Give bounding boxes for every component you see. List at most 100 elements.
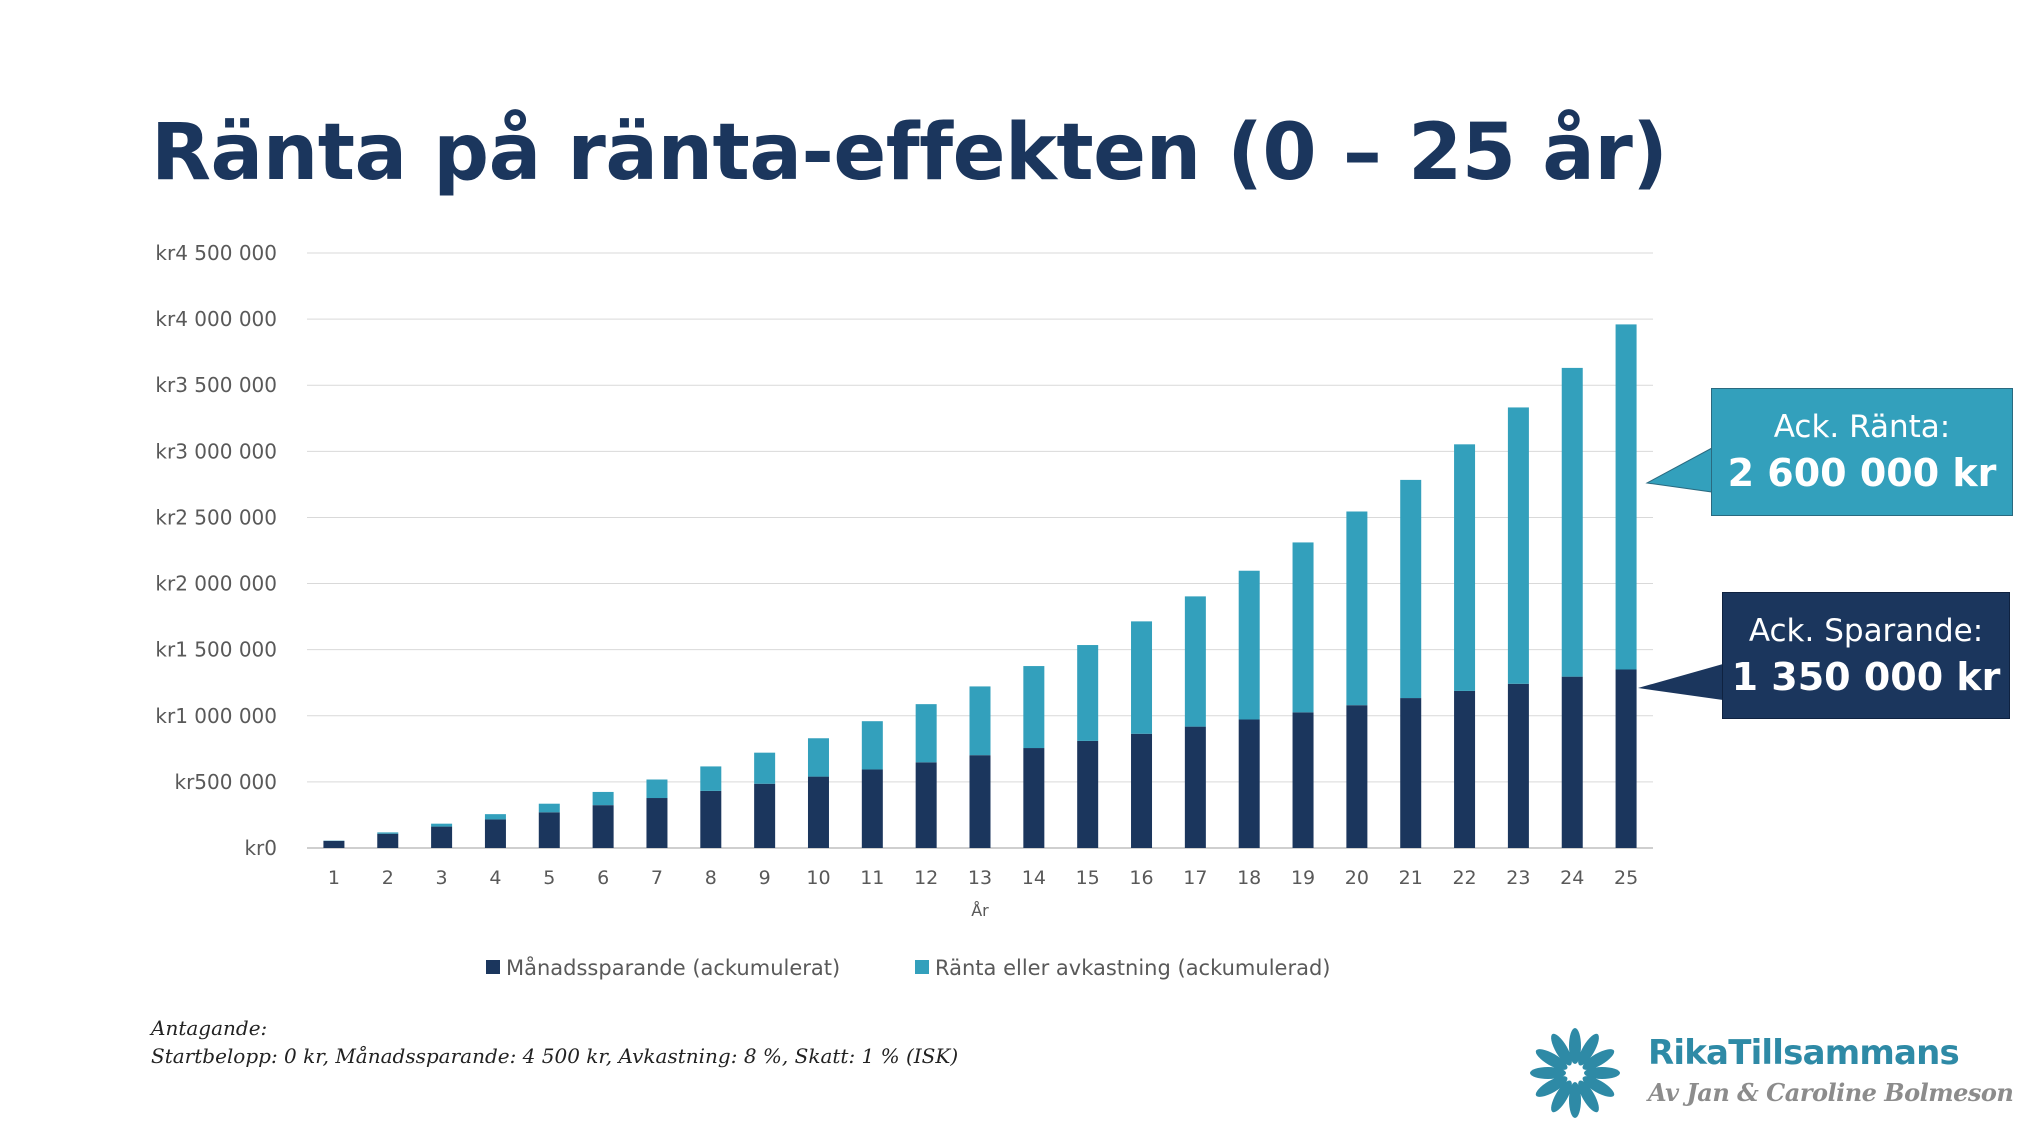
legend-label-interest: Ränta eller avkastning (ackumulerad): [935, 956, 1330, 980]
legend-swatch-interest: [915, 960, 929, 974]
x-tick-label: 6: [597, 867, 609, 889]
y-axis-tick-labels: kr0 kr500 000 kr1 000 000 kr1 500 000 kr2 00…: [155, 241, 277, 860]
bar-interest: [861, 721, 883, 770]
x-tick-label: 16: [1129, 867, 1153, 889]
bar-savings: [1400, 698, 1422, 848]
bar-savings: [1561, 676, 1583, 848]
y-tick-label: kr3 000 000: [155, 439, 277, 463]
assumption-text: Startbelopp: 0 kr, Månadssparande: 4 500…: [151, 1044, 959, 1068]
x-tick-label: 1: [328, 867, 340, 889]
bar-interest: [1561, 367, 1583, 677]
x-tick-label: 18: [1237, 867, 1261, 889]
bar-interest: [969, 686, 991, 756]
bar-interest: [1184, 596, 1206, 727]
bar-interest: [1454, 444, 1476, 691]
bar-interest: [646, 779, 668, 799]
callout-interest-value: 2 600 000 kr: [1727, 451, 1997, 495]
bar-savings: [1346, 705, 1368, 848]
y-tick-label: kr1 500 000: [155, 638, 277, 662]
x-tick-label: 21: [1399, 867, 1423, 889]
callout-pointer-interest: [1645, 447, 1713, 493]
assumption-heading: Antagande:: [151, 1016, 268, 1040]
x-tick-label: 22: [1452, 867, 1476, 889]
bar-chart: kr0 kr500 000 kr1 000 000 kr1 500 000 kr2 00…: [155, 241, 1723, 980]
rikatillsammans-logo: RikaTillsammans Av Jan & Caroline Bolmes…: [1520, 1023, 2014, 1123]
x-tick-label: 5: [543, 867, 555, 889]
bar-interest: [1400, 479, 1422, 699]
y-tick-label: kr4 000 000: [155, 307, 277, 331]
bar-savings: [1131, 733, 1153, 848]
bar-savings: [754, 783, 776, 848]
bar-savings: [323, 840, 345, 848]
x-tick-label: 14: [1022, 867, 1046, 889]
callout-accumulated-savings: Ack. Sparande: 1 350 000 kr: [1722, 592, 2010, 719]
bar-savings: [1077, 740, 1099, 848]
bar-interest: [1292, 542, 1314, 713]
y-tick-label: kr2 500 000: [155, 505, 277, 529]
x-tick-label: 15: [1076, 867, 1100, 889]
y-tick-label: kr500 000: [174, 770, 277, 794]
x-tick-label: 23: [1506, 867, 1530, 889]
callout-accumulated-interest: Ack. Ränta: 2 600 000 kr: [1711, 388, 2013, 516]
bar-savings: [1507, 683, 1529, 848]
bar-interest: [754, 752, 776, 784]
bar-savings: [1184, 726, 1206, 848]
logo-name: RikaTillsammans: [1648, 1033, 1960, 1073]
bar-interest: [484, 814, 506, 820]
callout-interest-label: Ack. Ränta:: [1773, 409, 1951, 445]
legend: Månadssparande (ackumulerat) Ränta eller…: [486, 955, 1330, 980]
x-tick-label: 11: [860, 867, 884, 889]
x-tick-label: 8: [705, 867, 717, 889]
y-tick-label: kr4 500 000: [155, 241, 277, 265]
bar-savings: [538, 812, 560, 848]
logo-tagline: Av Jan & Caroline Bolmeson: [1648, 1078, 2014, 1107]
bar-interest: [1023, 666, 1045, 749]
x-tick-label: 24: [1560, 867, 1584, 889]
bar-interest: [1346, 511, 1368, 706]
flower-logo-icon: [1530, 1028, 1620, 1118]
bar-interest: [1131, 621, 1153, 734]
bar-savings: [807, 776, 829, 848]
bar-interest: [1615, 324, 1637, 670]
bar-savings: [1454, 690, 1476, 848]
x-tick-label: 10: [806, 867, 830, 889]
callout-savings-value: 1 350 000 kr: [1731, 655, 2001, 699]
callout-pointers: [1638, 447, 1723, 700]
x-tick-label: 4: [489, 867, 501, 889]
bar-interest: [592, 791, 614, 806]
bar-savings: [1615, 669, 1637, 848]
bar-savings: [915, 762, 937, 848]
legend-swatch-savings: [486, 960, 500, 974]
bar-interest: [1507, 407, 1529, 684]
bar-savings: [431, 826, 453, 848]
bar-savings: [700, 790, 722, 848]
x-tick-label: 12: [914, 867, 938, 889]
x-tick-label: 7: [651, 867, 663, 889]
bar-savings: [377, 833, 399, 848]
x-tick-label: 19: [1291, 867, 1315, 889]
bar-savings: [1238, 719, 1260, 848]
bar-interest: [700, 766, 722, 791]
x-tick-label: 3: [436, 867, 448, 889]
bar-savings: [969, 755, 991, 848]
bar-savings: [592, 805, 614, 848]
x-axis-label: År: [971, 901, 989, 920]
x-tick-label: 25: [1614, 867, 1638, 889]
bar-interest: [377, 832, 399, 834]
x-tick-label: 17: [1183, 867, 1207, 889]
x-tick-label: 13: [968, 867, 992, 889]
bar-interest: [915, 704, 937, 763]
bar-savings: [861, 769, 883, 848]
x-axis-tick-labels: 1 2 3 4 5 6 7 8 9 10 11 12 13 14 15 16 17 18 19 20 21 22 23 24 2…: [328, 867, 1638, 889]
bar-savings: [1292, 712, 1314, 848]
chart-bars: [323, 324, 1637, 848]
bar-interest: [1238, 570, 1260, 720]
bar-savings: [1023, 748, 1045, 848]
callout-savings-label: Ack. Sparande:: [1748, 613, 1984, 649]
bar-savings: [484, 819, 506, 848]
legend-label-savings: Månadssparande (ackumulerat): [506, 955, 840, 980]
page-title: Ränta på ränta-effekten (0 – 25 år): [151, 108, 1668, 198]
y-tick-label: kr2 000 000: [155, 572, 277, 596]
x-tick-label: 20: [1345, 867, 1369, 889]
bar-interest: [431, 823, 453, 827]
